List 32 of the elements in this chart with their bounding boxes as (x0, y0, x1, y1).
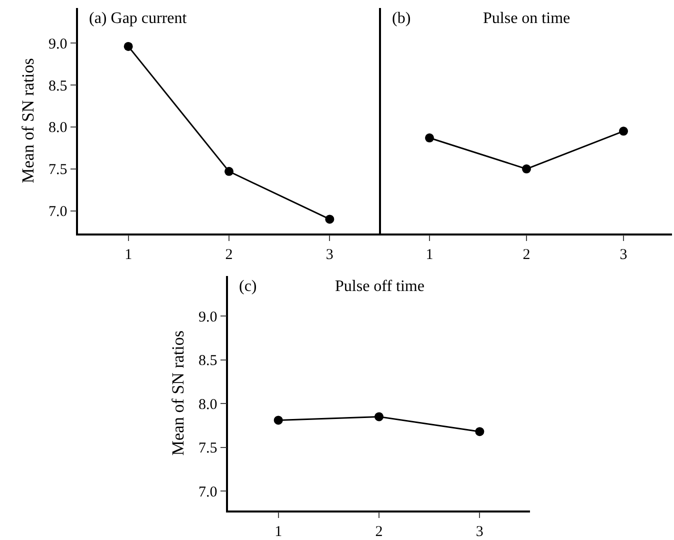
point (325, 214, 334, 224)
x-tick-label: 2 (225, 247, 233, 264)
chart-title: Pulse off time (335, 278, 424, 295)
x-tick-label: 1 (124, 247, 132, 264)
annotation: (c) (239, 278, 257, 295)
y-axis-title: Mean of SN ratios (18, 58, 38, 184)
point (224, 166, 234, 176)
x-tick-label: 3 (620, 247, 628, 264)
y-axis-title: Mean of SN ratios (168, 330, 188, 456)
point (475, 427, 484, 436)
y-tick-label: 8.5 (198, 353, 218, 370)
x-tick-label: 2 (375, 524, 383, 540)
x-tick-label: 1 (426, 247, 434, 264)
x-tick-label: 3 (326, 247, 334, 264)
y-tick-label: 7.0 (48, 204, 68, 220)
y-tick-label: 7.5 (48, 162, 68, 178)
point (374, 412, 384, 422)
y-tick-label: 9.0 (198, 309, 218, 326)
x-tick-label: 1 (274, 524, 282, 540)
y-tick-label: 9.0 (48, 36, 68, 52)
y-tick-label: 7.0 (198, 484, 218, 500)
y-tick-label: 8.0 (48, 120, 68, 136)
x-tick-label: 3 (476, 524, 484, 540)
y-tick-label: 7.5 (198, 440, 218, 457)
annotation: (b) (392, 10, 411, 27)
y-tick-label: 8.5 (48, 78, 68, 94)
point (124, 42, 133, 51)
x-tick-label: 2 (522, 247, 530, 264)
y-tick-label: 8.0 (198, 396, 218, 413)
chart-title: (a) Gap current (89, 10, 188, 27)
chart-title: Pulse on time (483, 10, 570, 27)
point (274, 416, 283, 425)
